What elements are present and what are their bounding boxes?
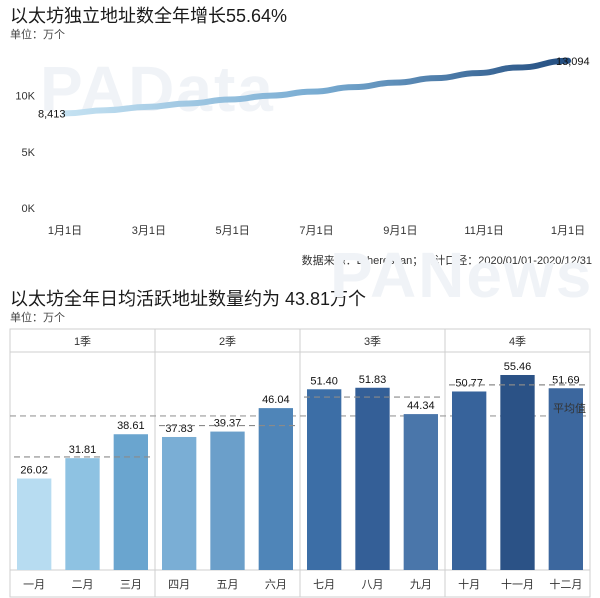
- x-tick-label: 一月: [23, 579, 45, 591]
- watermark-panews: PANews: [330, 239, 594, 311]
- bar: [113, 434, 148, 570]
- bar-chart-title: 以太坊全年日均活跃地址数量约为 43.81万个: [10, 289, 367, 309]
- bar: [258, 408, 293, 570]
- bar-value-label: 46.04: [262, 394, 290, 406]
- bar: [452, 391, 487, 570]
- source-note: 数据来源：Etherescan；统计口径：2020/01/01-2020/12/…: [301, 255, 592, 267]
- line-chart-title: 以太坊独立地址数全年增长55.64%: [10, 6, 288, 26]
- end-point: [565, 57, 571, 64]
- y-tick-label: 10K: [15, 91, 35, 103]
- quarter-label: 2季: [219, 335, 236, 348]
- x-tick-label: 7月1日: [299, 225, 333, 237]
- x-tick-label: 六月: [265, 578, 287, 591]
- average-label: 平均值: [553, 402, 586, 415]
- bar: [403, 414, 438, 570]
- quarter-label: 1季: [74, 335, 91, 348]
- quarter-label: 3季: [364, 335, 381, 348]
- bar-value-label: 31.81: [69, 444, 97, 456]
- line-chart: 0K 5K 10K 1月1日 3月1日 5月1日 7月1日 9月1日 11月1日 1月1日 8,41…: [15, 56, 590, 237]
- line-chart-unit-label: 单位：万个: [10, 29, 65, 41]
- series-line: [62, 57, 571, 117]
- bar: [500, 374, 535, 570]
- bar-value-label: 55.46: [504, 361, 532, 373]
- x-tick-label: 三月: [120, 579, 142, 591]
- bar-value-label: 51.69: [552, 374, 580, 386]
- x-tick-label: 九月: [410, 578, 432, 591]
- start-value-label: 8,413: [38, 108, 66, 120]
- x-tick-label: 11月1日: [464, 225, 504, 237]
- bar: [355, 387, 390, 570]
- bar-value-label: 37.83: [165, 423, 193, 435]
- bar: [65, 458, 100, 570]
- y-tick-label: 5K: [22, 147, 36, 159]
- x-tick-label: 十月: [458, 577, 480, 591]
- bar-value-label: 26.02: [20, 465, 48, 477]
- y-tick-label: 0K: [22, 203, 36, 215]
- x-tick-label: 二月: [72, 579, 94, 591]
- x-tick-label: 十一月: [501, 577, 534, 591]
- bar: [548, 388, 583, 570]
- bar-value-label: 51.83: [359, 374, 387, 386]
- bar: [307, 389, 342, 570]
- x-tick-label: 9月1日: [383, 225, 417, 237]
- x-tick-label: 1月1日: [48, 225, 82, 237]
- start-point: [62, 110, 68, 117]
- x-tick-label: 四月: [168, 579, 190, 591]
- bar: [210, 431, 245, 570]
- quarter-label: 4季: [509, 335, 526, 348]
- x-tick-label: 3月1日: [132, 225, 166, 237]
- x-tick-label: 八月: [362, 579, 384, 591]
- bar-value-label: 39.37: [214, 418, 242, 430]
- x-tick-label: 十二月: [549, 577, 582, 591]
- x-tick-label: 1月1日: [551, 225, 585, 237]
- bar-value-label: 44.34: [407, 400, 435, 412]
- bar: [17, 478, 52, 570]
- bar-value-label: 51.40: [310, 375, 338, 387]
- end-value-label: 13,094: [556, 56, 590, 68]
- bar: [162, 436, 197, 570]
- bar-value-label: 50.77: [455, 377, 483, 389]
- bar-value-label: 38.61: [117, 420, 145, 432]
- x-tick-label: 5月1日: [216, 225, 250, 237]
- bar-chart-unit-label: 单位：万个: [10, 312, 65, 324]
- x-tick-label: 五月: [217, 579, 239, 591]
- x-tick-label: 七月: [313, 578, 335, 591]
